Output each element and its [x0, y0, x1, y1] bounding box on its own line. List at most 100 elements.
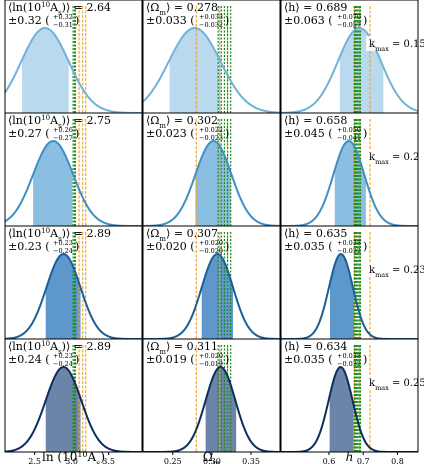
upper-error: +0.022	[199, 126, 223, 134]
mean-annotation: ⟨h⟩ = 0.689	[284, 1, 347, 14]
error-paren: )	[75, 127, 79, 140]
panel-r3-c2: ⟨Ωm⟩ = 0.307±0.020 ( +0.020−0.020)	[142, 225, 281, 340]
upper-error: +0.050	[337, 126, 361, 134]
upper-error: +0.020	[199, 239, 223, 247]
mean-annotation: ⟨h⟩ = 0.658	[284, 114, 347, 127]
x-tick-label: 0.35	[242, 457, 260, 464]
upper-error: +0.020	[199, 352, 223, 360]
x-tick-label: 0.7	[357, 457, 370, 464]
credible-interval-fill	[33, 141, 73, 226]
panel-r1-c2: ⟨Ωm⟩ = 0.278±0.033 (+0.033−0.032)	[142, 0, 281, 114]
credible-interval-fill	[22, 28, 69, 113]
lower-error: −0.020	[199, 247, 223, 255]
sigma-annotation: ±0.019 (	[146, 353, 195, 366]
mean-annotation: ⟨Ωm⟩ = 0.307	[146, 227, 218, 243]
sigma-annotation: ±0.24 (	[8, 353, 50, 366]
posterior-curve	[5, 366, 142, 452]
credible-interval-fill	[329, 367, 354, 452]
upper-error: +0.32	[53, 13, 73, 21]
kmax-label-bg	[366, 149, 416, 164]
mean-annotation: ⟨h⟩ = 0.635	[284, 227, 347, 240]
error-paren: )	[363, 127, 367, 140]
error-paren: )	[225, 127, 229, 140]
panel-r2-c2: ⟨Ωm⟩ = 0.302±0.023 (+0.022−0.023)	[142, 112, 281, 227]
error-paren: )	[75, 14, 79, 27]
mean-annotation: ⟨ln(1010As)⟩ = 2.89	[8, 227, 111, 243]
sigma-annotation: ±0.063 (	[284, 14, 333, 27]
lower-error: −0.24	[53, 360, 73, 368]
x-tick-label: 3.5	[102, 457, 115, 464]
posterior-curve	[281, 140, 418, 226]
x-tick-label: 0.25	[164, 457, 182, 464]
upper-error: +0.038	[337, 239, 361, 247]
lower-error: −0.24	[53, 247, 73, 255]
sigma-annotation: ±0.023 (	[146, 127, 195, 140]
sigma-annotation: ±0.035 (	[284, 240, 333, 253]
sigma-annotation: ±0.27 (	[8, 127, 50, 140]
x-tick-label: 0.6	[323, 457, 336, 464]
upper-error: +0.033	[199, 13, 223, 21]
posterior-curve	[5, 26, 142, 113]
credible-interval-fill	[169, 28, 221, 113]
error-paren: )	[75, 353, 79, 366]
panel-r4-c2: ⟨Ωm⟩ = 0.311±0.019 (+0.020−0.019)	[142, 338, 281, 453]
credible-interval-fill	[329, 254, 354, 339]
posterior-curve	[281, 252, 418, 339]
x-tick-label: 0.30	[203, 457, 221, 464]
panel-frame	[4, 338, 143, 453]
upper-error: +0.23	[53, 352, 73, 360]
lower-error: −0.032	[337, 360, 361, 368]
panel-frame	[280, 338, 419, 453]
posterior-curve	[143, 139, 280, 226]
credible-interval-fill	[45, 254, 81, 339]
posterior-curve	[281, 365, 418, 452]
credible-interval-fill	[45, 367, 81, 452]
error-paren: )	[225, 353, 229, 366]
sigma-annotation: ±0.045 (	[284, 127, 333, 140]
upper-error: +0.26	[53, 126, 73, 134]
kmax-label-bg	[366, 262, 416, 277]
sigma-annotation: ±0.32 (	[8, 14, 50, 27]
lower-error: −0.032	[337, 247, 361, 255]
lower-error: −0.032	[199, 21, 223, 29]
error-paren: )	[225, 14, 229, 27]
sigma-annotation: ±0.033 (	[146, 14, 195, 27]
panel-r4-c3: ⟨h⟩ = 0.634±0.035 (+0.038−0.032)kmax = 0…	[280, 338, 424, 453]
error-paren: )	[363, 14, 367, 27]
x-axis-label-lnAs: ln (1010As)	[42, 450, 105, 464]
sigma-annotation: ±0.23 (	[8, 240, 50, 253]
posterior-curve	[281, 26, 418, 113]
error-paren: )	[363, 240, 367, 253]
mean-annotation: ⟨ln(1010As)⟩ = 2.64	[8, 1, 111, 17]
panel-r1-c1: ⟨ln(1010As)⟩ = 2.64±0.32 (+0.32−0.31)	[4, 0, 143, 114]
kmax-label-bg	[366, 36, 416, 51]
error-paren: )	[75, 240, 79, 253]
panel-r2-c3: ⟨h⟩ = 0.658±0.045 (+0.050−0.041)kmax = 0…	[280, 112, 419, 227]
x-tick-label: 3.0	[65, 457, 78, 464]
lower-error: −0.31	[53, 21, 73, 29]
lower-error: −0.041	[337, 134, 361, 142]
lower-error: −0.019	[199, 360, 223, 368]
panel-r3-c1: ⟨ln(1010As)⟩ = 2.89±0.23 (+0.23−0.24)	[4, 225, 143, 340]
upper-error: +0.070	[337, 13, 361, 21]
sigma-annotation: ±0.020 (	[146, 240, 195, 253]
x-tick-label: 2.5	[28, 457, 41, 464]
sigma-annotation: ±0.035 (	[284, 353, 333, 366]
mean-annotation: ⟨h⟩ = 0.634	[284, 340, 347, 353]
panel-r1-c3: ⟨h⟩ = 0.689±0.063 (+0.070−0.057)kmax = 0…	[280, 0, 424, 114]
lower-error: −0.057	[337, 21, 361, 29]
x-tick-label: 0.8	[391, 457, 404, 464]
mean-annotation: ⟨ln(1010As)⟩ = 2.75	[8, 114, 111, 130]
credible-interval-fill	[201, 254, 234, 339]
upper-error: +0.23	[53, 239, 73, 247]
panel-r4-c1: ⟨ln(1010As)⟩ = 2.89±0.24 (+0.23−0.24)	[4, 338, 143, 453]
lower-error: −0.023	[199, 134, 223, 142]
error-paren: )	[225, 240, 229, 253]
lower-error: −0.27	[53, 134, 73, 142]
mean-annotation: ⟨ln(1010As)⟩ = 2.89	[8, 340, 111, 356]
upper-error: +0.038	[337, 352, 361, 360]
panel-r3-c3: ⟨h⟩ = 0.635±0.035 (+0.038−0.032)kmax = 0…	[280, 225, 424, 340]
kmax-label-bg	[366, 375, 416, 390]
error-paren: )	[363, 353, 367, 366]
